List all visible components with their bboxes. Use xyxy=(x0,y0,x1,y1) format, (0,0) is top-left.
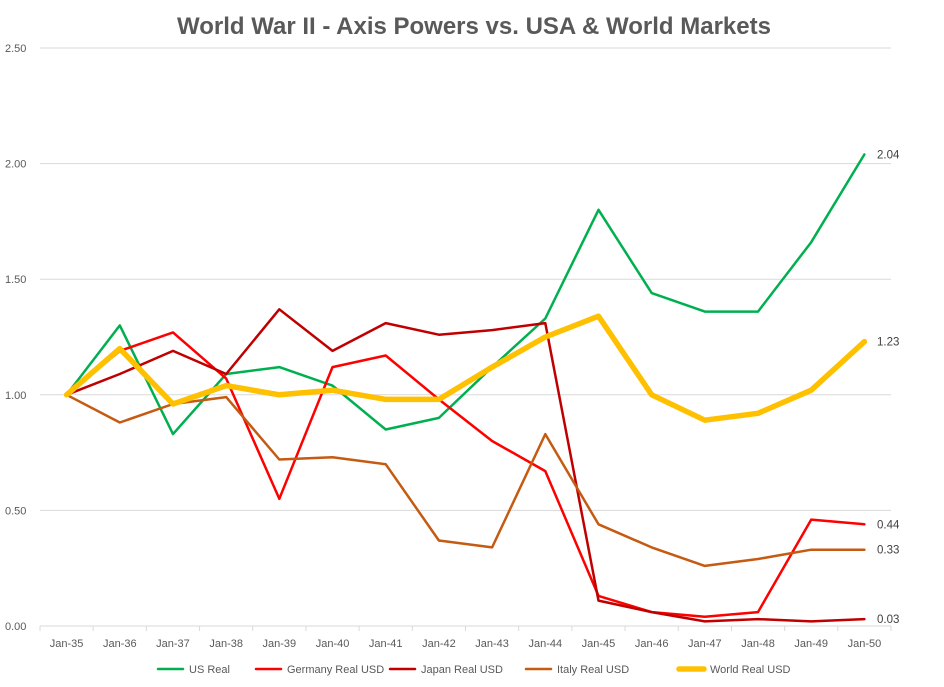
gridlines xyxy=(40,47,891,627)
y-tick-label: 1.00 xyxy=(5,390,26,402)
series-line-japan-real-usd xyxy=(65,308,866,623)
legend-item: Germany Real USD xyxy=(254,664,384,676)
y-tick-label: 0.50 xyxy=(5,505,26,517)
legend-label: Japan Real USD xyxy=(421,664,503,676)
y-tick-label: 1.50 xyxy=(5,274,26,286)
x-tick-label: Jan-38 xyxy=(209,638,243,650)
legend-item: Japan Real USD xyxy=(388,664,503,676)
x-axis-ticks: Jan-35 Jan-36 Jan-37 Jan-38 Jan-39 Jan-40 Jan-… xyxy=(39,626,892,650)
legend-label: US Real xyxy=(189,664,230,676)
end-data-label: 0.44 xyxy=(877,519,900,531)
x-tick-label: Jan-39 xyxy=(263,638,297,650)
chart-title: World War II - Axis Powers vs. USA & Wor… xyxy=(177,13,771,40)
x-tick-label: Jan-36 xyxy=(103,638,137,650)
x-tick-label: Jan-48 xyxy=(741,638,775,650)
y-axis-ticks: 0.00 0.50 1.00 1.50 2.00 2.50 xyxy=(5,43,26,633)
y-tick-label: 2.00 xyxy=(5,159,26,171)
legend-item: World Real USD xyxy=(676,664,791,676)
x-tick-label: Jan-43 xyxy=(475,638,509,650)
legend-label: Germany Real USD xyxy=(287,664,384,676)
y-tick-label: 0.00 xyxy=(5,621,26,633)
series-line-italy-real-usd xyxy=(65,393,866,568)
series-line-germany-real-usd xyxy=(65,331,866,619)
x-tick-label: Jan-41 xyxy=(369,638,403,650)
legend: US Real Germany Real USD Japan Real USD Ita… xyxy=(156,664,791,676)
end-data-label: 2.04 xyxy=(877,149,900,161)
x-tick-label: Jan-42 xyxy=(422,638,456,650)
series-lines xyxy=(63,153,868,623)
end-data-labels: 2.04 0.44 0.03 0.33 1.23 xyxy=(877,149,900,626)
x-tick-label: Jan-44 xyxy=(528,638,562,650)
end-data-label: 0.33 xyxy=(877,545,899,557)
series-line-us-real xyxy=(65,153,866,436)
legend-label: Italy Real USD xyxy=(557,664,629,676)
legend-label: World Real USD xyxy=(710,664,791,676)
x-tick-label: Jan-45 xyxy=(582,638,616,650)
end-data-label: 0.03 xyxy=(877,614,899,626)
end-data-label: 1.23 xyxy=(877,337,899,349)
legend-item: US Real xyxy=(156,664,230,676)
x-tick-label: Jan-40 xyxy=(316,638,350,650)
x-tick-label: Jan-47 xyxy=(688,638,722,650)
x-tick-label: Jan-50 xyxy=(848,638,882,650)
x-tick-label: Jan-49 xyxy=(794,638,828,650)
x-tick-label: Jan-35 xyxy=(50,638,84,650)
legend-item: Italy Real USD xyxy=(524,664,629,676)
series-line-world-real-usd xyxy=(63,313,868,423)
x-tick-label: Jan-46 xyxy=(635,638,669,650)
y-tick-label: 2.50 xyxy=(5,43,26,55)
x-tick-label: Jan-37 xyxy=(156,638,190,650)
